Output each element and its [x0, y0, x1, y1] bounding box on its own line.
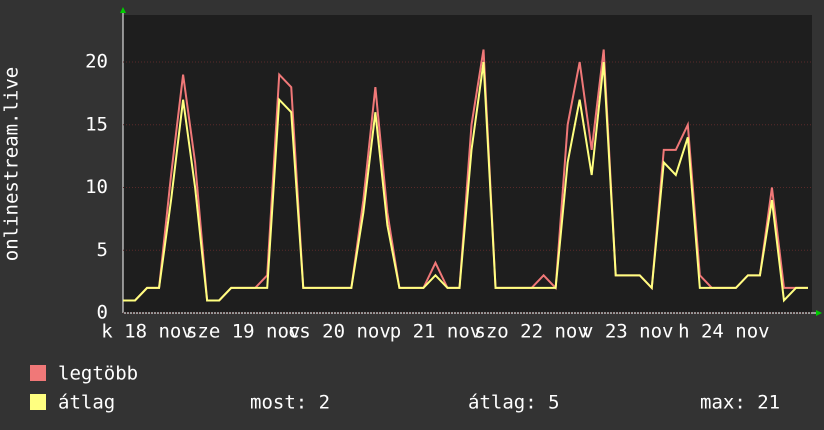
y-axis-label: onlinestream.live [1, 67, 23, 261]
stat-now: most: 2 [250, 392, 330, 414]
series-line [123, 61, 808, 303]
x-tick-label: h 24 nov [678, 321, 770, 343]
y-tick-label: 15 [85, 113, 108, 135]
stat-max: max: 21 [700, 392, 780, 414]
legend-swatch [30, 365, 46, 381]
stat-average: átlag: 5 [468, 392, 560, 414]
y-tick-label: 5 [97, 239, 108, 261]
x-tick-label: k 18 nov [101, 321, 193, 343]
legend-label: legtöbb [58, 363, 138, 385]
x-tick-label: cs 20 nov [288, 321, 391, 343]
x-arrow [816, 310, 822, 316]
x-tick-label: sze 19 nov [186, 321, 300, 343]
y-tick-label: 0 [97, 302, 108, 324]
y-arrow [120, 7, 126, 13]
y-tick-label: 10 [85, 176, 108, 198]
plot-area [123, 15, 812, 313]
x-tick-label: szo 22 nov [474, 321, 588, 343]
legend-label: átlag [58, 392, 115, 414]
x-tick-label: v 23 nov [582, 321, 674, 343]
x-tick-label: p 21 nov [390, 321, 482, 343]
y-tick-label: 20 [85, 51, 108, 73]
legend-swatch [30, 394, 46, 410]
